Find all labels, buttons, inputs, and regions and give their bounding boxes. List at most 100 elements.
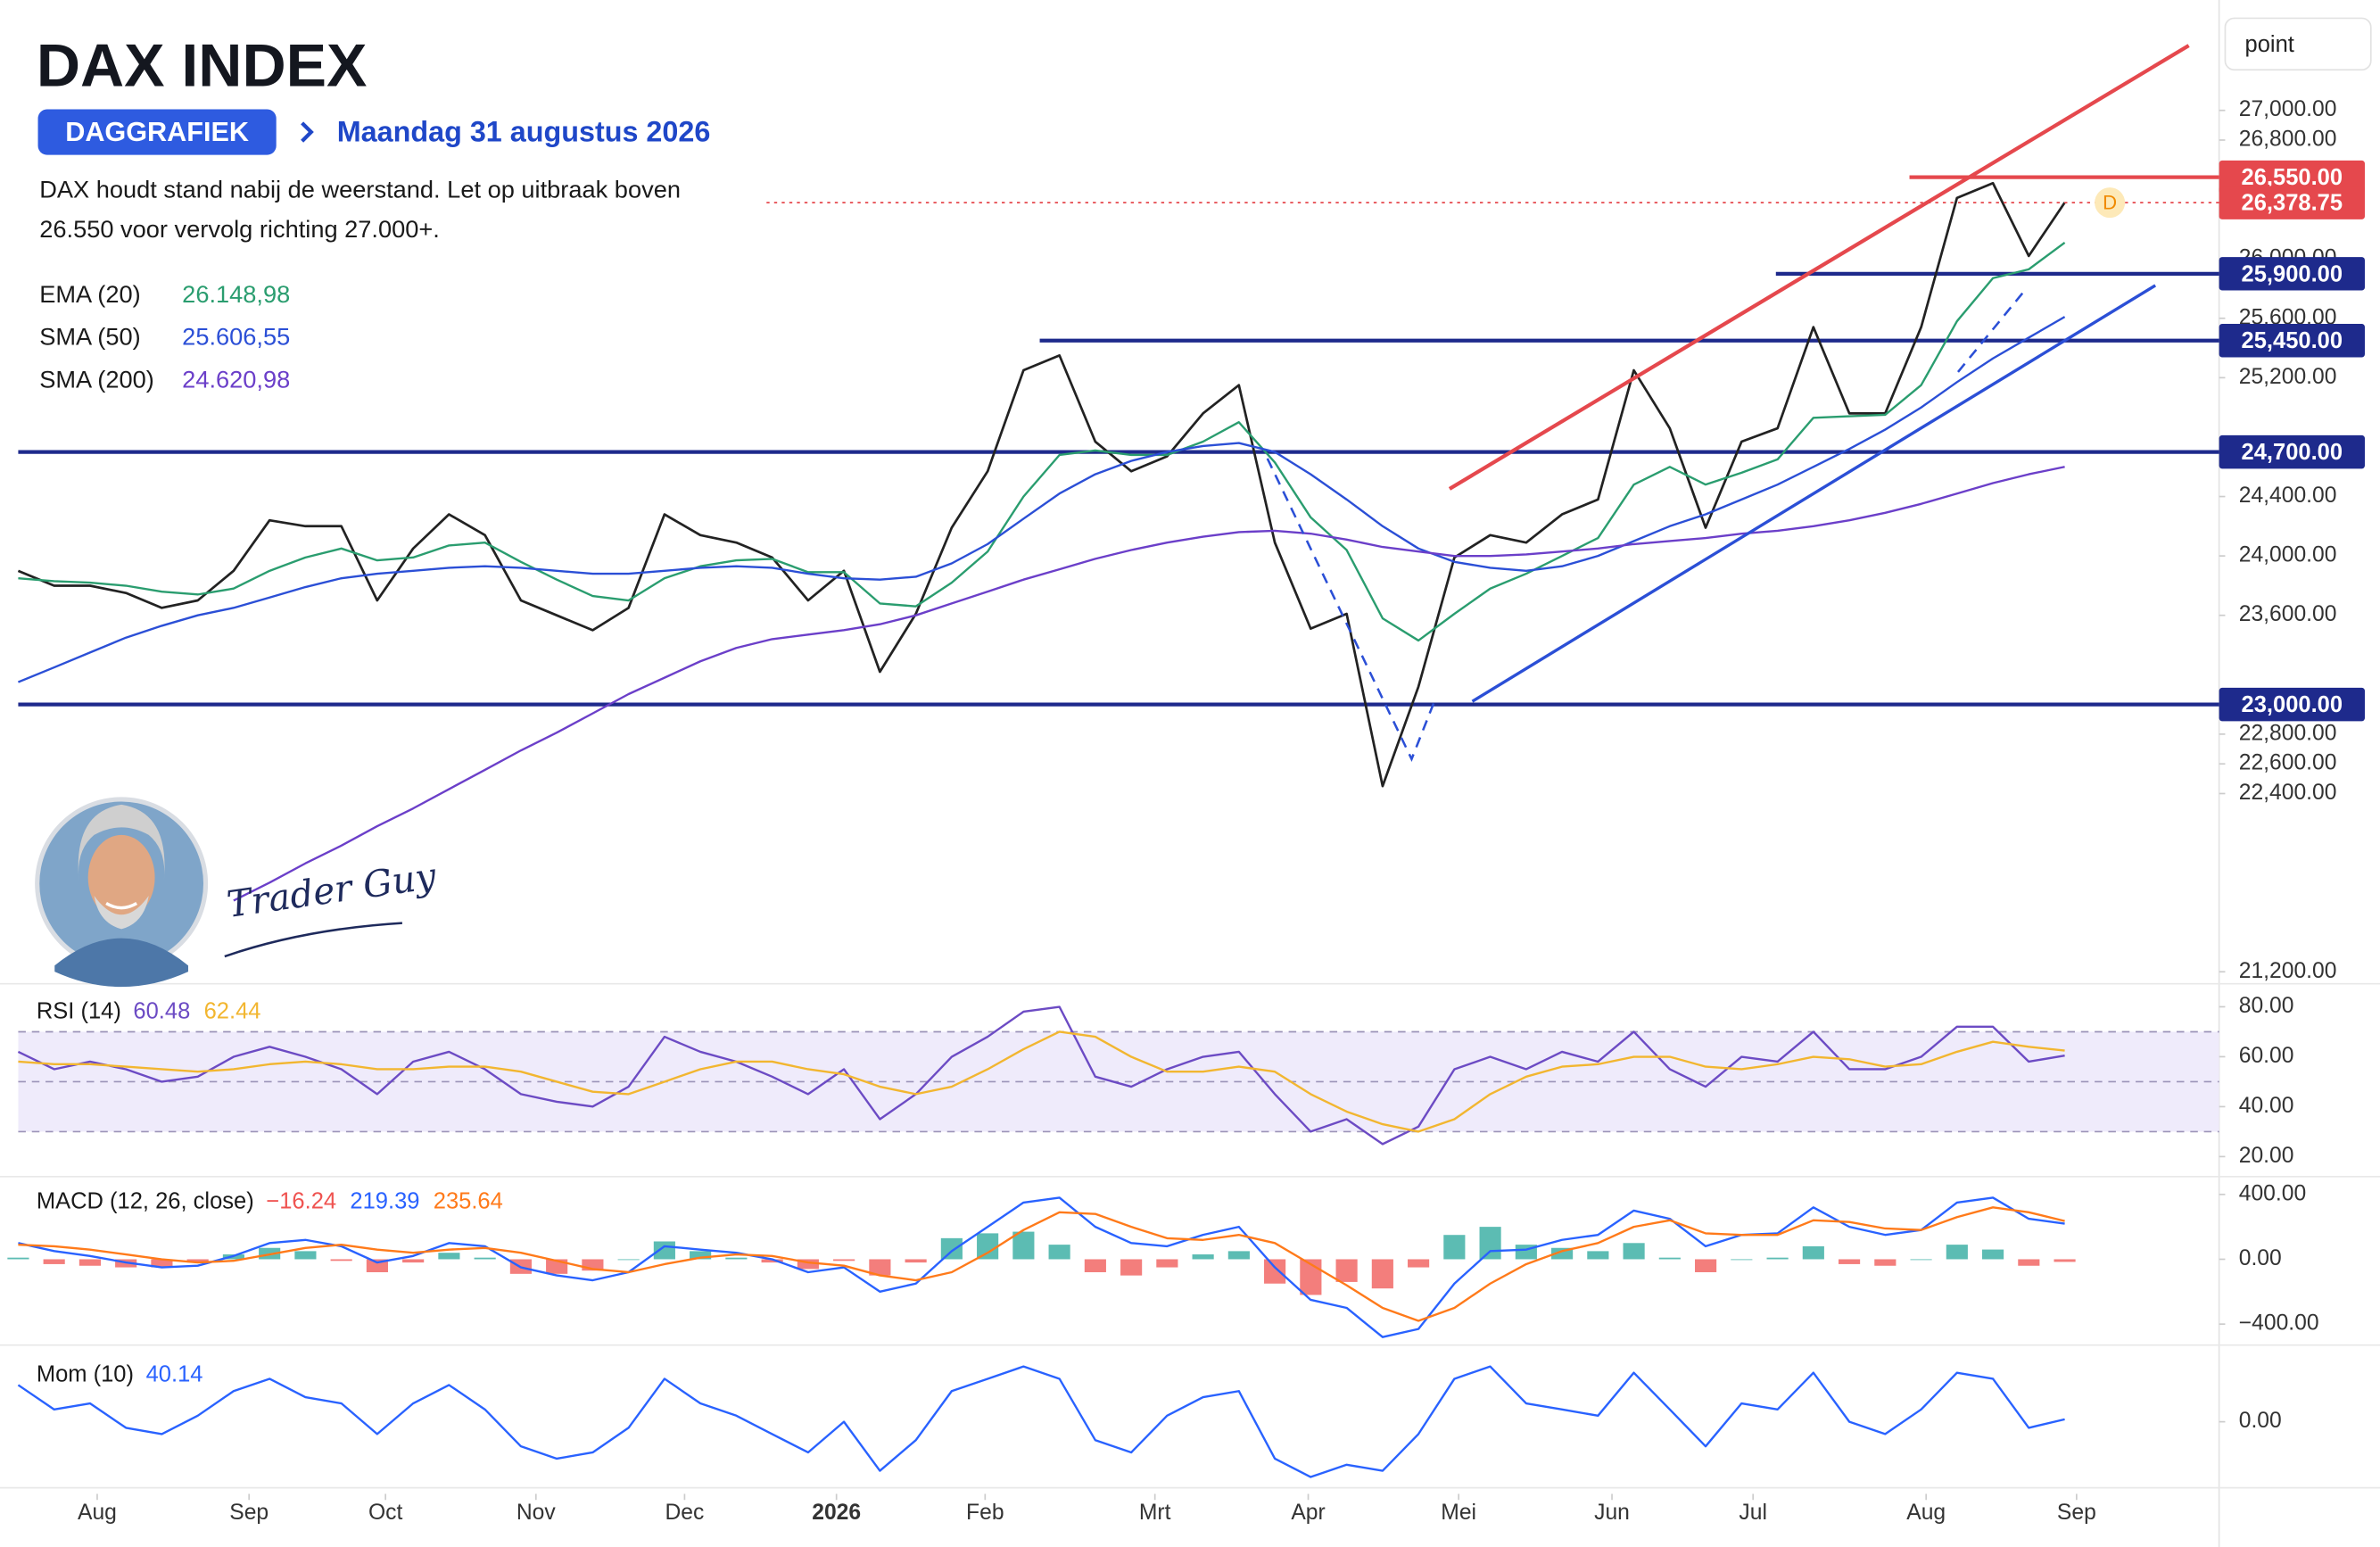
price-badge-label: 25,900.00: [2242, 261, 2343, 286]
histogram-bar: [1623, 1243, 1645, 1260]
histogram-bar: [1227, 1251, 1250, 1260]
indicator-line: [233, 466, 2065, 902]
legend-value: 24.620,98: [182, 365, 290, 393]
marker-label: D: [2103, 192, 2117, 214]
histogram-bar: [797, 1259, 819, 1270]
y-tick-label: 27,000.00: [2239, 97, 2337, 121]
price-badge: [2219, 257, 2365, 291]
avatar-face: [87, 834, 155, 921]
indicator-line: [17, 1005, 2065, 1146]
y-tick-label: 24,000.00: [2239, 543, 2337, 567]
price-badge-label: 26,378.75: [2242, 191, 2343, 216]
y-tick-label: 22,600.00: [2239, 751, 2337, 775]
y-tick-label: 25,200.00: [2239, 365, 2337, 389]
histogram-bar: [1802, 1245, 1824, 1260]
price-badge-label: 23,000.00: [2242, 692, 2343, 717]
x-tick-label: Aug: [1906, 1501, 1946, 1525]
chevron: [301, 121, 314, 143]
histogram-bar: [1408, 1259, 1430, 1268]
histogram-bar: [1371, 1259, 1393, 1289]
legend-value: −16.24: [266, 1188, 336, 1213]
x-tick-label: Jun: [1594, 1501, 1630, 1525]
title: DAX INDEX: [37, 31, 368, 99]
histogram-bar: [940, 1237, 963, 1260]
histogram-bar: [725, 1257, 748, 1260]
x-tick-label: 2026: [812, 1501, 861, 1525]
indicator-line: [17, 1365, 2065, 1478]
y-tick-label: 40.00: [2239, 1094, 2294, 1118]
histogram-bar: [1192, 1254, 1214, 1260]
histogram-bar: [653, 1241, 675, 1260]
y-tick-label: 0.00: [2239, 1246, 2282, 1270]
y-tick-label: −400.00: [2239, 1311, 2319, 1336]
annotation: 26.550 voor vervolg richting 27.000+.: [39, 215, 440, 243]
legend-value: 40.14: [146, 1361, 203, 1386]
histogram-bar: [2054, 1259, 2076, 1262]
y-tick-label: 20.00: [2239, 1144, 2294, 1168]
histogram-bar: [1587, 1251, 1609, 1260]
indicator-line: [18, 1030, 2065, 1133]
price-line: [17, 181, 2066, 788]
annotation: DAX houdt stand nabij de weerstand. Let …: [39, 176, 681, 203]
legend-value: 26.148,98: [182, 280, 290, 308]
avatar-beard: [94, 895, 149, 930]
trend-line: [1266, 458, 1436, 763]
histogram-bar: [1695, 1259, 1717, 1273]
histogram-bar: [761, 1259, 783, 1263]
histogram-bar: [1910, 1259, 1932, 1261]
legend-value: 60.48: [133, 999, 190, 1024]
x-tick-label: Jul: [1739, 1501, 1767, 1525]
legend-label: SMA (200): [39, 365, 154, 393]
avatar: [35, 797, 209, 988]
indicator-line: [17, 316, 2066, 683]
x-tick-label: Mrt: [1139, 1501, 1171, 1525]
y-tick-label: 60.00: [2239, 1044, 2294, 1068]
histogram-bar: [1839, 1259, 1861, 1264]
price-badge: [2219, 434, 2365, 469]
histogram-bar: [1479, 1227, 1501, 1260]
unit-box[interactable]: [2224, 17, 2372, 71]
y-tick-label: 80.00: [2239, 994, 2294, 1018]
histogram-bar: [474, 1257, 496, 1260]
price-badge: [2219, 687, 2365, 722]
histogram-bar: [1731, 1259, 1753, 1261]
y-tick-label: 22,400.00: [2239, 781, 2337, 805]
histogram-bar: [1084, 1259, 1106, 1273]
plot-area: Aug Sep Oct Nov Dec 2026 Feb Mrt Apr Mei Jun Jul Aug…: [7, 97, 2365, 1525]
histogram-bar: [1766, 1257, 1789, 1260]
histogram-bar: [1874, 1259, 1897, 1266]
x-tick-label: Dec: [665, 1501, 704, 1525]
price-badge-label: 26,550.00: [2242, 165, 2343, 190]
legend-label: SMA (50): [39, 323, 140, 351]
legend-label: EMA (20): [39, 280, 140, 308]
x-tick-label: Apr: [1291, 1501, 1325, 1525]
x-tick-label: Mei: [1441, 1501, 1476, 1525]
marker: [2095, 187, 2126, 219]
y-tick-label: 400.00: [2239, 1181, 2306, 1205]
histogram-bar: [833, 1259, 855, 1262]
indicator-line: [18, 241, 2066, 642]
y-tick-label: 24,400.00: [2239, 484, 2337, 508]
y-tick-label: 22,800.00: [2239, 721, 2337, 745]
legend-value: 235.64: [434, 1188, 503, 1213]
histogram-bar: [1946, 1245, 1968, 1260]
y-tick-label: 26,800.00: [2239, 128, 2337, 152]
histogram-bar: [1335, 1259, 1358, 1282]
histogram-bar: [330, 1259, 352, 1262]
histogram-bar: [977, 1233, 999, 1260]
y-tick-label: 0.00: [2239, 1409, 2282, 1433]
histogram-bar: [79, 1259, 101, 1266]
pane-title: MACD (12, 26, close): [37, 1188, 254, 1213]
histogram-bar: [1443, 1235, 1466, 1260]
unit-label: point: [2245, 32, 2294, 57]
histogram-bar: [402, 1259, 425, 1263]
histogram-bar: [438, 1253, 460, 1260]
avatar-shirt: [54, 938, 188, 988]
histogram-bar: [2018, 1259, 2040, 1266]
histogram-bar: [1048, 1245, 1070, 1260]
histogram-bar: [1156, 1259, 1178, 1268]
histogram-bar: [617, 1259, 640, 1261]
signature-underline: [224, 922, 402, 958]
